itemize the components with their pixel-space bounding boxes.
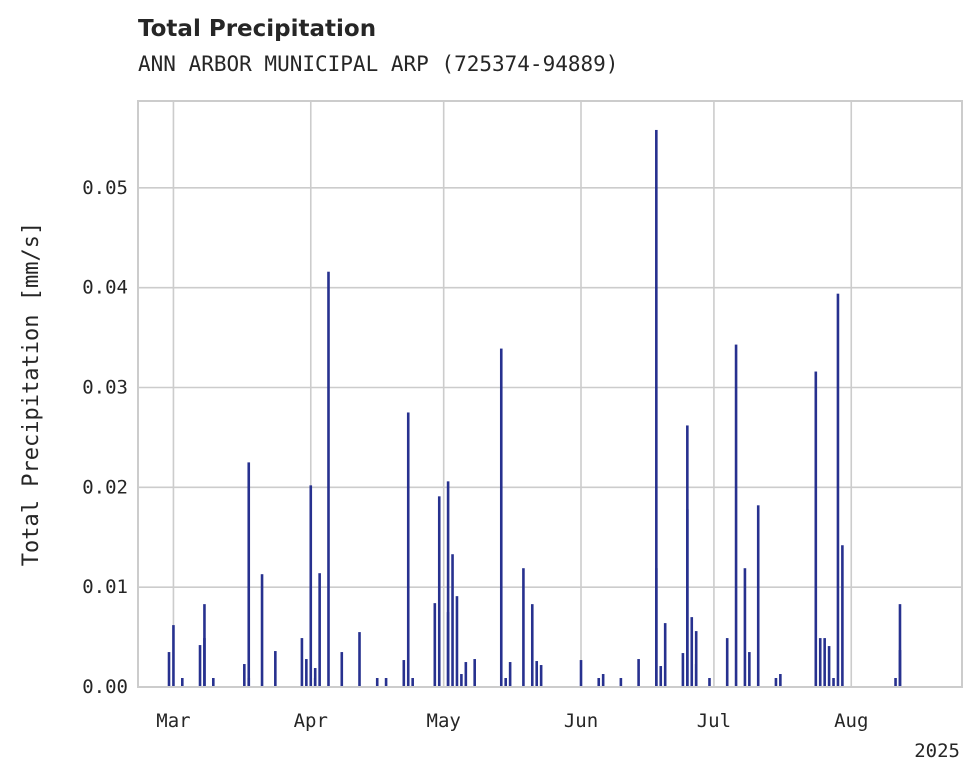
precipitation-bar: [446, 481, 450, 687]
precipitation-bar: [579, 660, 583, 687]
precipitation-bar: [203, 638, 206, 687]
precipitation-bar: [327, 271, 330, 687]
precipitation-bar: [694, 631, 698, 687]
y-tick-labels: 0.00 0.01 0.02 0.03 0.04 0.05: [82, 177, 128, 698]
precipitation-bar: [384, 678, 388, 687]
y-axis-label: Total Precipitation [mm/s]: [19, 222, 44, 566]
precipitation-bar: [460, 674, 463, 687]
precipitation-bar: [708, 678, 711, 687]
precipitation-bar: [411, 678, 414, 687]
precipitation-bar: [823, 638, 826, 687]
precipitation-bar: [313, 668, 317, 687]
y-tick-label: 0.03: [82, 377, 128, 399]
precipitation-bar: [522, 568, 525, 687]
precipitation-bar: [898, 650, 902, 687]
precipitation-bar: [172, 625, 175, 687]
precipitation-bar: [832, 678, 835, 687]
precipitation-bar: [601, 674, 605, 687]
precipitation-bar: [734, 344, 738, 687]
precipitation-bar: [743, 568, 747, 687]
precipitation-bar: [309, 485, 313, 687]
y-tick-label: 0.05: [82, 177, 128, 199]
precipitation-bar: [402, 660, 406, 687]
precipitation-bar: [530, 604, 534, 687]
chart-title: Total Precipitation: [138, 16, 377, 42]
precipitation-bar: [437, 496, 441, 687]
precipitation-bar: [779, 674, 782, 687]
precipitation-bar: [300, 638, 304, 687]
precipitation-bar: [260, 574, 264, 687]
precipitation-bar: [451, 554, 454, 687]
precipitation-bar: [686, 425, 689, 687]
precipitation-bar: [774, 678, 778, 687]
precipitation-bar: [358, 632, 361, 687]
precipitation-bar: [655, 568, 658, 687]
precipitation-bar: [313, 678, 317, 687]
precipitation-bar: [659, 666, 663, 687]
precipitation-bar: [655, 129, 658, 688]
precipitation-bar: [181, 678, 184, 687]
precipitation-bar: [318, 573, 321, 687]
precipitation-bar: [305, 659, 308, 687]
precipitation-bar: [748, 652, 751, 687]
precipitation-bar: [841, 545, 844, 687]
precipitation-bar: [375, 678, 379, 687]
y-tick-label: 0.01: [82, 576, 128, 598]
precipitation-bar: [473, 659, 476, 687]
precipitation-bar: [814, 371, 818, 687]
precipitation-bar: [663, 623, 667, 687]
precipitation-bar: [619, 678, 623, 687]
precipitation-bar: [247, 678, 251, 687]
precipitation-bar: [539, 665, 543, 687]
x-tick-label: Jul: [697, 710, 731, 732]
precipitation-bar: [637, 659, 640, 687]
precipitation-bar: [756, 505, 760, 687]
x-tick-label: May: [427, 710, 461, 732]
precipitation-bar: [597, 678, 601, 687]
precipitation-bar: [725, 638, 729, 687]
precipitation-bar: [274, 651, 277, 687]
precipitation-bar: [818, 638, 822, 687]
precipitation-bar: [894, 678, 897, 687]
y-tick-label: 0.00: [82, 676, 128, 698]
precipitation-bar: [212, 678, 215, 687]
precipitation-bar: [243, 664, 246, 687]
x-axis-year-label: 2025: [914, 740, 960, 762]
precipitation-bar: [681, 653, 685, 687]
precipitation-bar: [198, 645, 202, 687]
x-tick-label: Jun: [564, 710, 598, 732]
precipitation-bar: [499, 348, 503, 687]
x-tick-label: Aug: [834, 710, 868, 732]
precipitation-bar: [508, 662, 512, 687]
precipitation-bar: [406, 412, 410, 687]
chart-subtitle: ANN ARBOR MUNICIPAL ARP (725374-94889): [138, 52, 619, 76]
precipitation-bar: [247, 462, 251, 687]
x-tick-label: Mar: [156, 710, 190, 732]
precipitation-bar: [433, 603, 437, 687]
precipitation-bar: [340, 652, 344, 687]
y-tick-label: 0.02: [82, 476, 128, 498]
precipitation-bar: [455, 596, 459, 687]
precipitation-bars: [167, 129, 902, 688]
precipitation-bar: [446, 612, 450, 687]
precipitation-bar: [464, 662, 468, 687]
precipitation-bar: [535, 661, 539, 687]
x-tick-label: Apr: [294, 710, 328, 732]
precipitation-bar: [898, 604, 902, 687]
precipitation-bar: [836, 293, 840, 687]
precipitation-bar: [504, 678, 507, 687]
precipitation-bar: [167, 652, 171, 687]
y-tick-label: 0.04: [82, 277, 128, 299]
precipitation-bar: [690, 617, 694, 687]
precipitation-bar: [827, 646, 831, 687]
plot-frame: [137, 100, 963, 688]
x-tick-labels: Mar Apr May Jun Jul Aug: [156, 710, 868, 732]
